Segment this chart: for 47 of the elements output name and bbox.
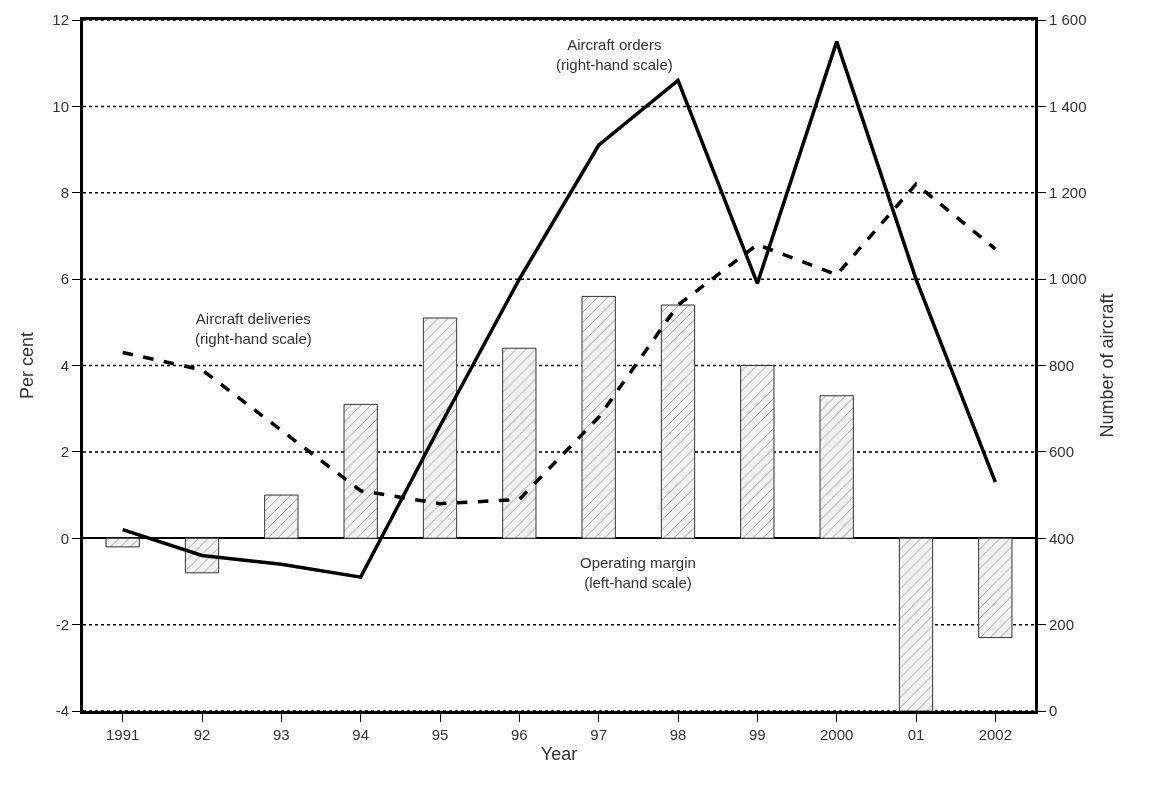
y-tick-label: 0 xyxy=(60,529,69,547)
x-tick-label: 95 xyxy=(431,726,449,743)
bar xyxy=(264,494,299,539)
y-tick-label: 8 xyxy=(60,184,69,201)
y2-tick-label: 800 xyxy=(1049,356,1075,374)
x-tick-label: 2002 xyxy=(978,726,1013,743)
y-tick-label: 10 xyxy=(52,97,69,115)
y2-tick-label: 0 xyxy=(1049,702,1058,720)
bar xyxy=(105,537,140,548)
bar xyxy=(819,395,854,539)
bar xyxy=(660,304,696,539)
y-tick-label: -2 xyxy=(55,615,69,633)
y2-tick-label: 1 200 xyxy=(1049,184,1087,201)
y2-tick-label: 200 xyxy=(1049,615,1075,633)
x-tick-label: 99 xyxy=(748,726,766,743)
y2-tick-label: 1 400 xyxy=(1049,97,1087,115)
bar xyxy=(898,537,934,711)
y-tick-label: -4 xyxy=(55,702,69,720)
y-tick-label: 12 xyxy=(52,11,69,29)
y-tick-label: 6 xyxy=(60,270,69,288)
y2-tick-label: 400 xyxy=(1049,529,1075,547)
y2-tick-label: 600 xyxy=(1049,443,1075,461)
x-tick-label: 98 xyxy=(669,726,687,743)
bar xyxy=(343,403,378,539)
bar xyxy=(978,537,1013,639)
x-tick-label: 92 xyxy=(193,726,211,743)
x-tick-label: 96 xyxy=(510,726,528,743)
series-label: Aircraft deliveries (right-hand scale) xyxy=(195,310,312,347)
x-tick-label: 1991 xyxy=(105,726,140,743)
x-tick-label: 93 xyxy=(272,726,290,743)
bar xyxy=(740,365,775,539)
bar xyxy=(581,295,616,539)
x-tick-label: 94 xyxy=(352,726,370,743)
y-axis-title: Per cent xyxy=(16,331,37,400)
y2-tick-label: 1 000 xyxy=(1049,270,1087,288)
x-tick-label: 01 xyxy=(907,726,925,743)
y-tick-label: 2 xyxy=(60,443,69,461)
series-label: Aircraft orders (right-hand scale) xyxy=(556,36,673,73)
bar xyxy=(422,317,458,539)
y-tick-label: 4 xyxy=(60,356,69,374)
series-label: Operating margin (left-hand scale) xyxy=(580,554,696,591)
x-tick-label: 2000 xyxy=(819,726,854,743)
y2-tick-label: 1 600 xyxy=(1049,11,1087,29)
bar xyxy=(502,347,537,539)
x-tick-label: 97 xyxy=(590,726,608,743)
y2-axis-title: Number of aircraft xyxy=(1096,293,1117,438)
x-axis-title: Year xyxy=(540,744,578,765)
